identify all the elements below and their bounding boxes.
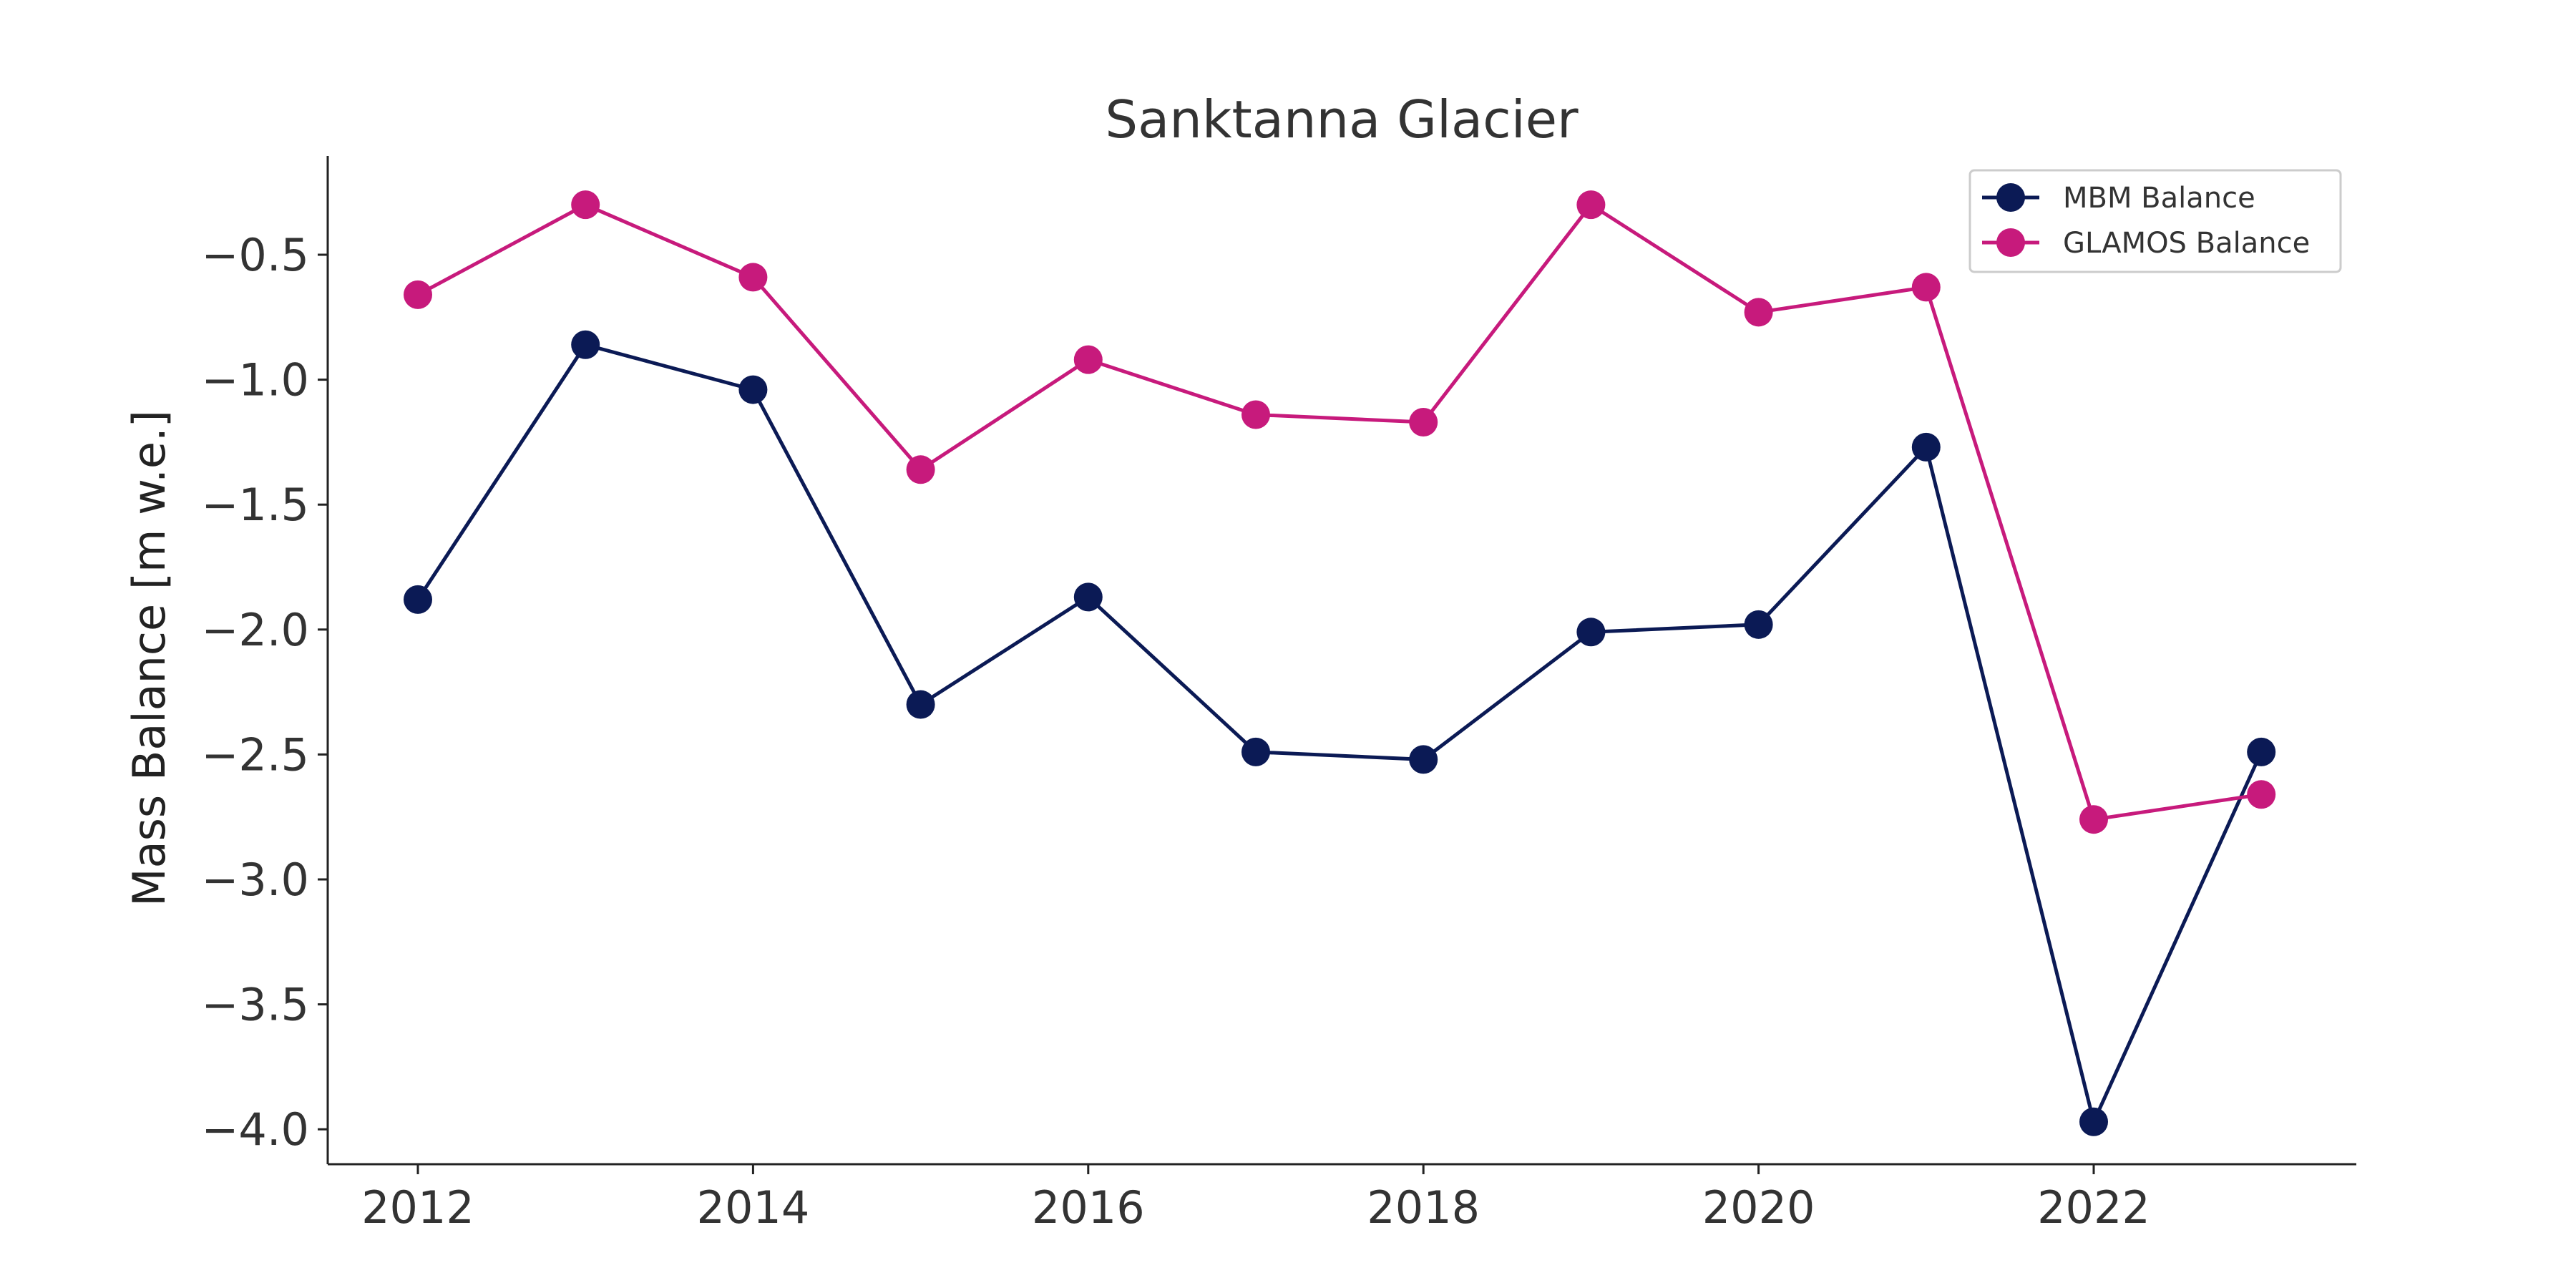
data-point-mbm-balance: [1409, 745, 1438, 774]
data-point-mbm-balance: [1241, 737, 1270, 766]
data-point-glamos-balance: [2079, 805, 2108, 834]
x-tick-label: 2018: [1367, 1181, 1480, 1234]
data-point-mbm-balance: [1576, 618, 1606, 647]
series-lines: [416, 202, 2263, 1128]
data-point-glamos-balance: [1744, 298, 1773, 327]
data-point-mbm-balance: [738, 375, 768, 404]
data-point-mbm-balance: [404, 585, 432, 614]
x-tick-label: 2016: [1032, 1181, 1145, 1234]
y-tick-label: −1.0: [201, 354, 309, 406]
legend-label-glamos-balance: GLAMOS Balance: [2063, 227, 2310, 260]
series-points: [404, 190, 2276, 1136]
data-point-mbm-balance: [2247, 737, 2276, 766]
x-tick-label: 2022: [2037, 1181, 2150, 1234]
y-ticks: −0.5 −1.0 −1.5 −2.0 −2.5 −3.0 −3.5 −4.0: [201, 229, 328, 1156]
x-tick-label: 2014: [697, 1181, 810, 1234]
legend-frame: [1968, 169, 2342, 273]
axes: [326, 156, 2356, 1166]
data-point-glamos-balance: [1241, 400, 1270, 429]
y-axis-label: Mass Balance [m w.e.]: [123, 410, 175, 907]
data-point-glamos-balance: [1409, 407, 1438, 436]
data-point-mbm-balance: [2079, 1107, 2108, 1136]
data-point-glamos-balance: [571, 190, 600, 220]
legend-marker-mbm-balance: [1996, 183, 2025, 212]
y-tick-label: −1.5: [201, 479, 309, 531]
y-tick-label: −3.0: [201, 854, 309, 906]
y-tick-label: −2.0: [201, 604, 309, 656]
legend-label-mbm-balance: MBM Balance: [2063, 182, 2255, 215]
data-point-mbm-balance: [906, 690, 935, 719]
x-tick-label: 2020: [1702, 1181, 1815, 1234]
chart-title: Sanktanna Glacier: [1105, 89, 1579, 150]
data-point-glamos-balance: [1911, 273, 1941, 302]
y-tick-label: −3.5: [201, 979, 309, 1031]
y-tick-label: −4.0: [201, 1103, 309, 1156]
data-point-glamos-balance: [1073, 345, 1103, 374]
data-point-glamos-balance: [1576, 190, 1606, 220]
data-point-glamos-balance: [404, 280, 432, 309]
y-tick-label: −0.5: [201, 229, 309, 281]
data-point-mbm-balance: [1911, 432, 1941, 462]
legend-marker-glamos-balance: [1996, 228, 2025, 257]
y-tick-label: −2.5: [201, 728, 309, 781]
data-point-mbm-balance: [1073, 582, 1103, 612]
x-ticks: 2012 2014 2016 2018 2020 2022: [361, 1164, 2150, 1234]
legend: MBM Balance GLAMOS Balance: [1968, 169, 2342, 273]
data-point-glamos-balance: [738, 263, 768, 292]
series-line-mbm-balance: [416, 342, 2263, 1128]
data-point-glamos-balance: [906, 455, 935, 484]
data-point-glamos-balance: [2247, 780, 2276, 809]
data-point-mbm-balance: [1744, 610, 1773, 639]
x-tick-label: 2012: [361, 1181, 474, 1234]
series-line-glamos-balance: [416, 202, 2262, 821]
data-point-mbm-balance: [571, 330, 600, 359]
